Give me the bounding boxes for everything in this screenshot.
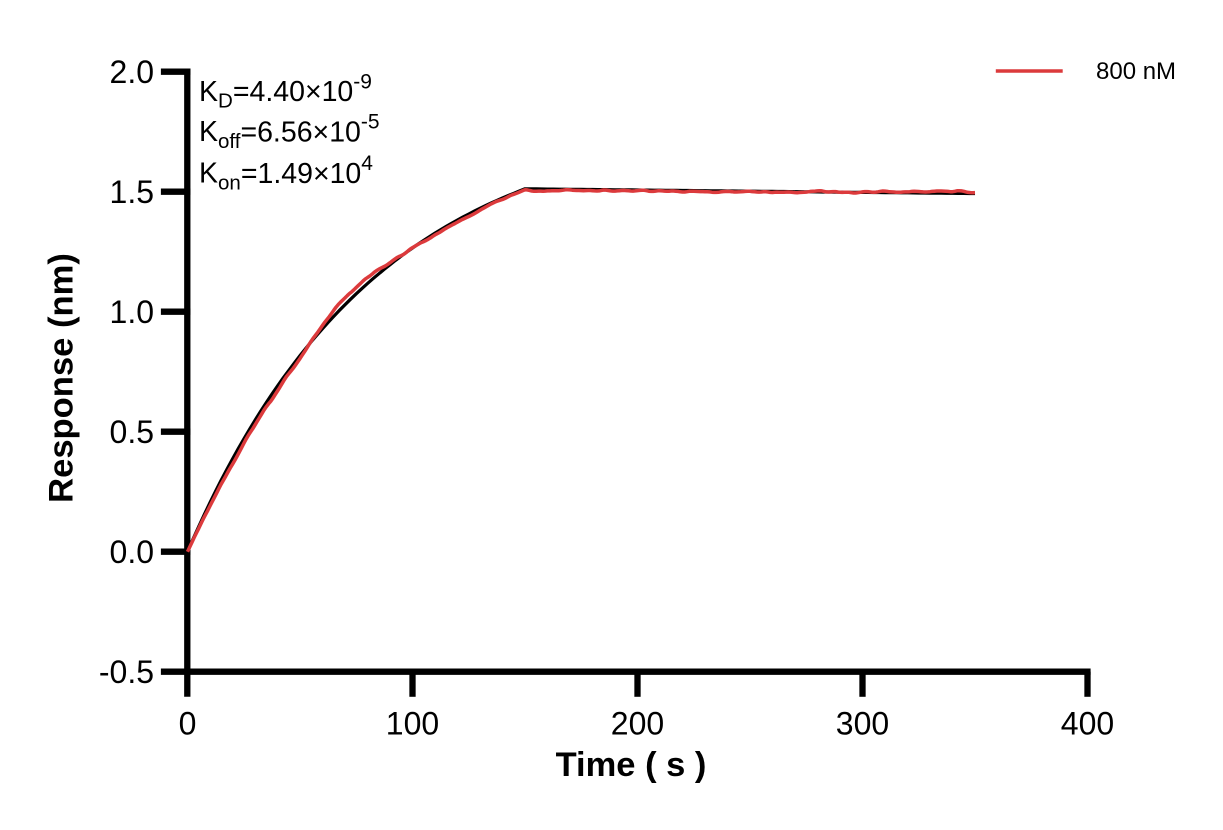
svg-text:100: 100 [386,705,439,741]
svg-text:Time ( s ): Time ( s ) [556,746,707,784]
svg-text:-0.5: -0.5 [99,654,154,690]
svg-text:200: 200 [611,705,664,741]
svg-text:0.5: 0.5 [110,414,154,450]
svg-text:2.0: 2.0 [110,54,154,90]
svg-text:0.0: 0.0 [110,534,154,570]
svg-text:1.5: 1.5 [110,174,154,210]
svg-text:1.0: 1.0 [110,294,154,330]
svg-text:Response (nm): Response (nm) [43,253,81,503]
svg-text:300: 300 [836,705,889,741]
svg-text:400: 400 [1061,705,1114,741]
svg-text:800 nM: 800 nM [1096,58,1176,85]
svg-text:0: 0 [179,705,197,741]
